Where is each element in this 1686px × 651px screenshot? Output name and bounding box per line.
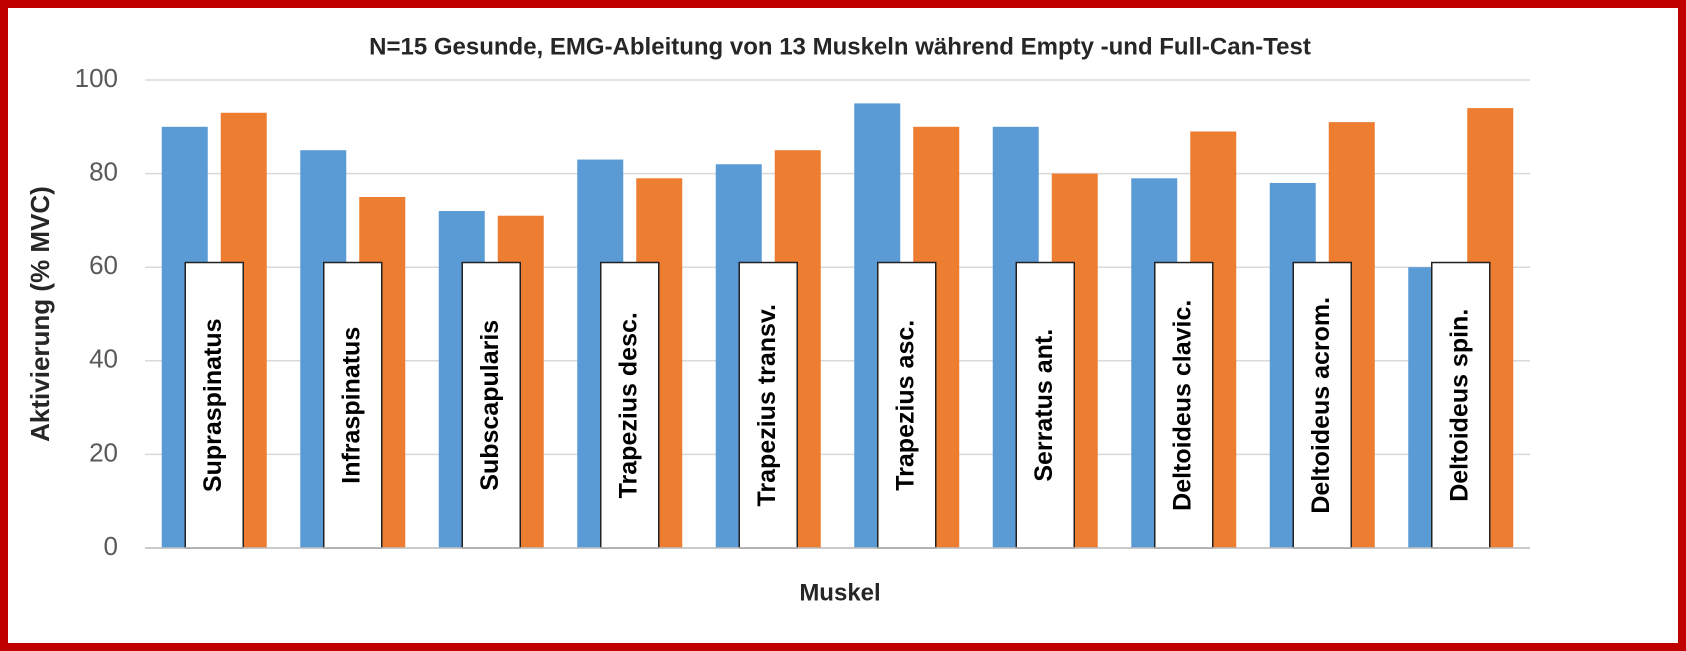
x-tick-label: Deltoideus clavic. <box>1168 300 1196 511</box>
x-tick-label: Subscapularis <box>476 320 504 491</box>
chart-title: N=15 Gesunde, EMG-Ableitung von 13 Muske… <box>369 33 1311 60</box>
x-tick-label: Serratus ant. <box>1030 329 1058 482</box>
y-tick-label: 40 <box>89 344 118 374</box>
y-tick-label: 0 <box>104 531 118 561</box>
x-tick-label: Trapezius transv. <box>753 304 781 506</box>
x-tick-label: Infraspinatus <box>337 327 365 484</box>
x-tick-label: Deltoideus acrom. <box>1307 297 1335 514</box>
x-tick-label: Supraspinatus <box>199 318 227 492</box>
category-box <box>323 261 383 549</box>
y-axis-label: Aktivierung (% MVC) <box>25 186 55 442</box>
category-box <box>1154 261 1214 549</box>
x-tick-label: Trapezius desc. <box>614 312 642 498</box>
y-tick-label: 60 <box>89 250 118 280</box>
y-tick-label: 20 <box>89 437 118 467</box>
category-box <box>877 261 937 549</box>
x-tick-label: Deltoideus spin. <box>1445 309 1473 502</box>
y-tick-label: 100 <box>75 63 118 93</box>
category-box <box>1431 261 1491 549</box>
x-tick-label: Trapezius asc. <box>891 320 919 491</box>
x-axis-label: Muskel <box>799 579 880 606</box>
y-tick-label: 80 <box>89 156 118 186</box>
category-box <box>1292 261 1352 549</box>
category-box <box>461 261 521 549</box>
